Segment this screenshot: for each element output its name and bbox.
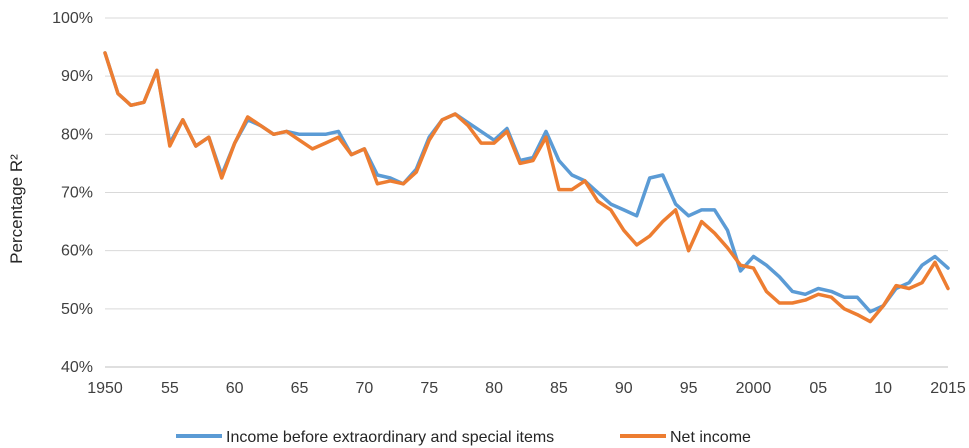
x-tick-label: 05 xyxy=(809,380,827,397)
series-lines xyxy=(103,51,950,324)
x-tick-label: 2000 xyxy=(736,380,772,397)
series-line-1 xyxy=(103,51,950,314)
y-tick-label: 40% xyxy=(61,359,93,376)
x-tick-label: 55 xyxy=(161,380,179,397)
x-tick-label: 10 xyxy=(874,380,892,397)
x-tick-label: 80 xyxy=(485,380,503,397)
x-axis-ticks: 1950 55 60 65 70 75 80 85 90 95 2000 05 10 2015 xyxy=(87,380,966,397)
x-tick-label: 95 xyxy=(680,380,698,397)
series-line-2 xyxy=(103,51,950,324)
x-tick-label: 65 xyxy=(291,380,309,397)
x-tick-label: 2015 xyxy=(930,380,966,397)
x-tick-label: 75 xyxy=(420,380,438,397)
x-tick-label: 1950 xyxy=(87,380,123,397)
legend-label: Net income xyxy=(670,429,751,446)
x-tick-label: 70 xyxy=(355,380,373,397)
x-tick-label: 85 xyxy=(550,380,568,397)
y-axis-title: Percentage R² xyxy=(7,154,26,264)
y-tick-label: 70% xyxy=(61,185,93,202)
gridlines xyxy=(105,17,948,310)
y-tick-label: 60% xyxy=(61,243,93,260)
y-tick-label: 100% xyxy=(52,10,93,27)
legend: Income before extraordinary and special … xyxy=(176,429,751,446)
x-tick-label: 60 xyxy=(226,380,244,397)
y-tick-label: 80% xyxy=(61,126,93,143)
legend-label: Income before extraordinary and special … xyxy=(226,429,554,446)
x-tick-label: 90 xyxy=(615,380,633,397)
y-axis-ticks: 40% 50% 60% 70% 80% 90% 100% xyxy=(52,10,93,376)
y-tick-label: 50% xyxy=(61,301,93,318)
y-tick-label: 90% xyxy=(61,68,93,85)
